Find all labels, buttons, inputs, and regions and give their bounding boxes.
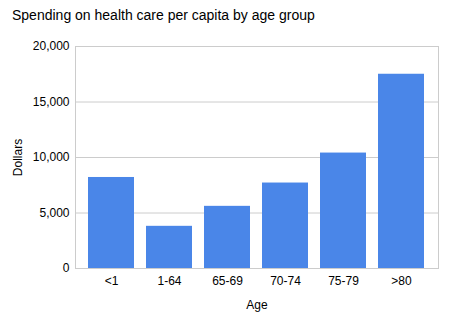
svg-text:70-74: 70-74 — [270, 274, 301, 288]
svg-text:Dollars: Dollars — [11, 139, 25, 176]
svg-text:15,000: 15,000 — [33, 95, 70, 109]
svg-text:<1: <1 — [105, 274, 119, 288]
svg-text:75-79: 75-79 — [328, 274, 359, 288]
svg-text:>80: >80 — [391, 274, 412, 288]
html-text:Spending on health care per ca: Spending on health care per capita by ag… — [12, 7, 315, 23]
svg-text:10,000: 10,000 — [33, 150, 70, 164]
svg-text:5,000: 5,000 — [39, 206, 69, 220]
svg-text:65-69: 65-69 — [212, 274, 243, 288]
svg-text:Age: Age — [246, 298, 268, 312]
svg-text:0: 0 — [63, 261, 70, 275]
svg-text:20,000: 20,000 — [33, 39, 70, 53]
svg-text:1-64: 1-64 — [157, 274, 181, 288]
